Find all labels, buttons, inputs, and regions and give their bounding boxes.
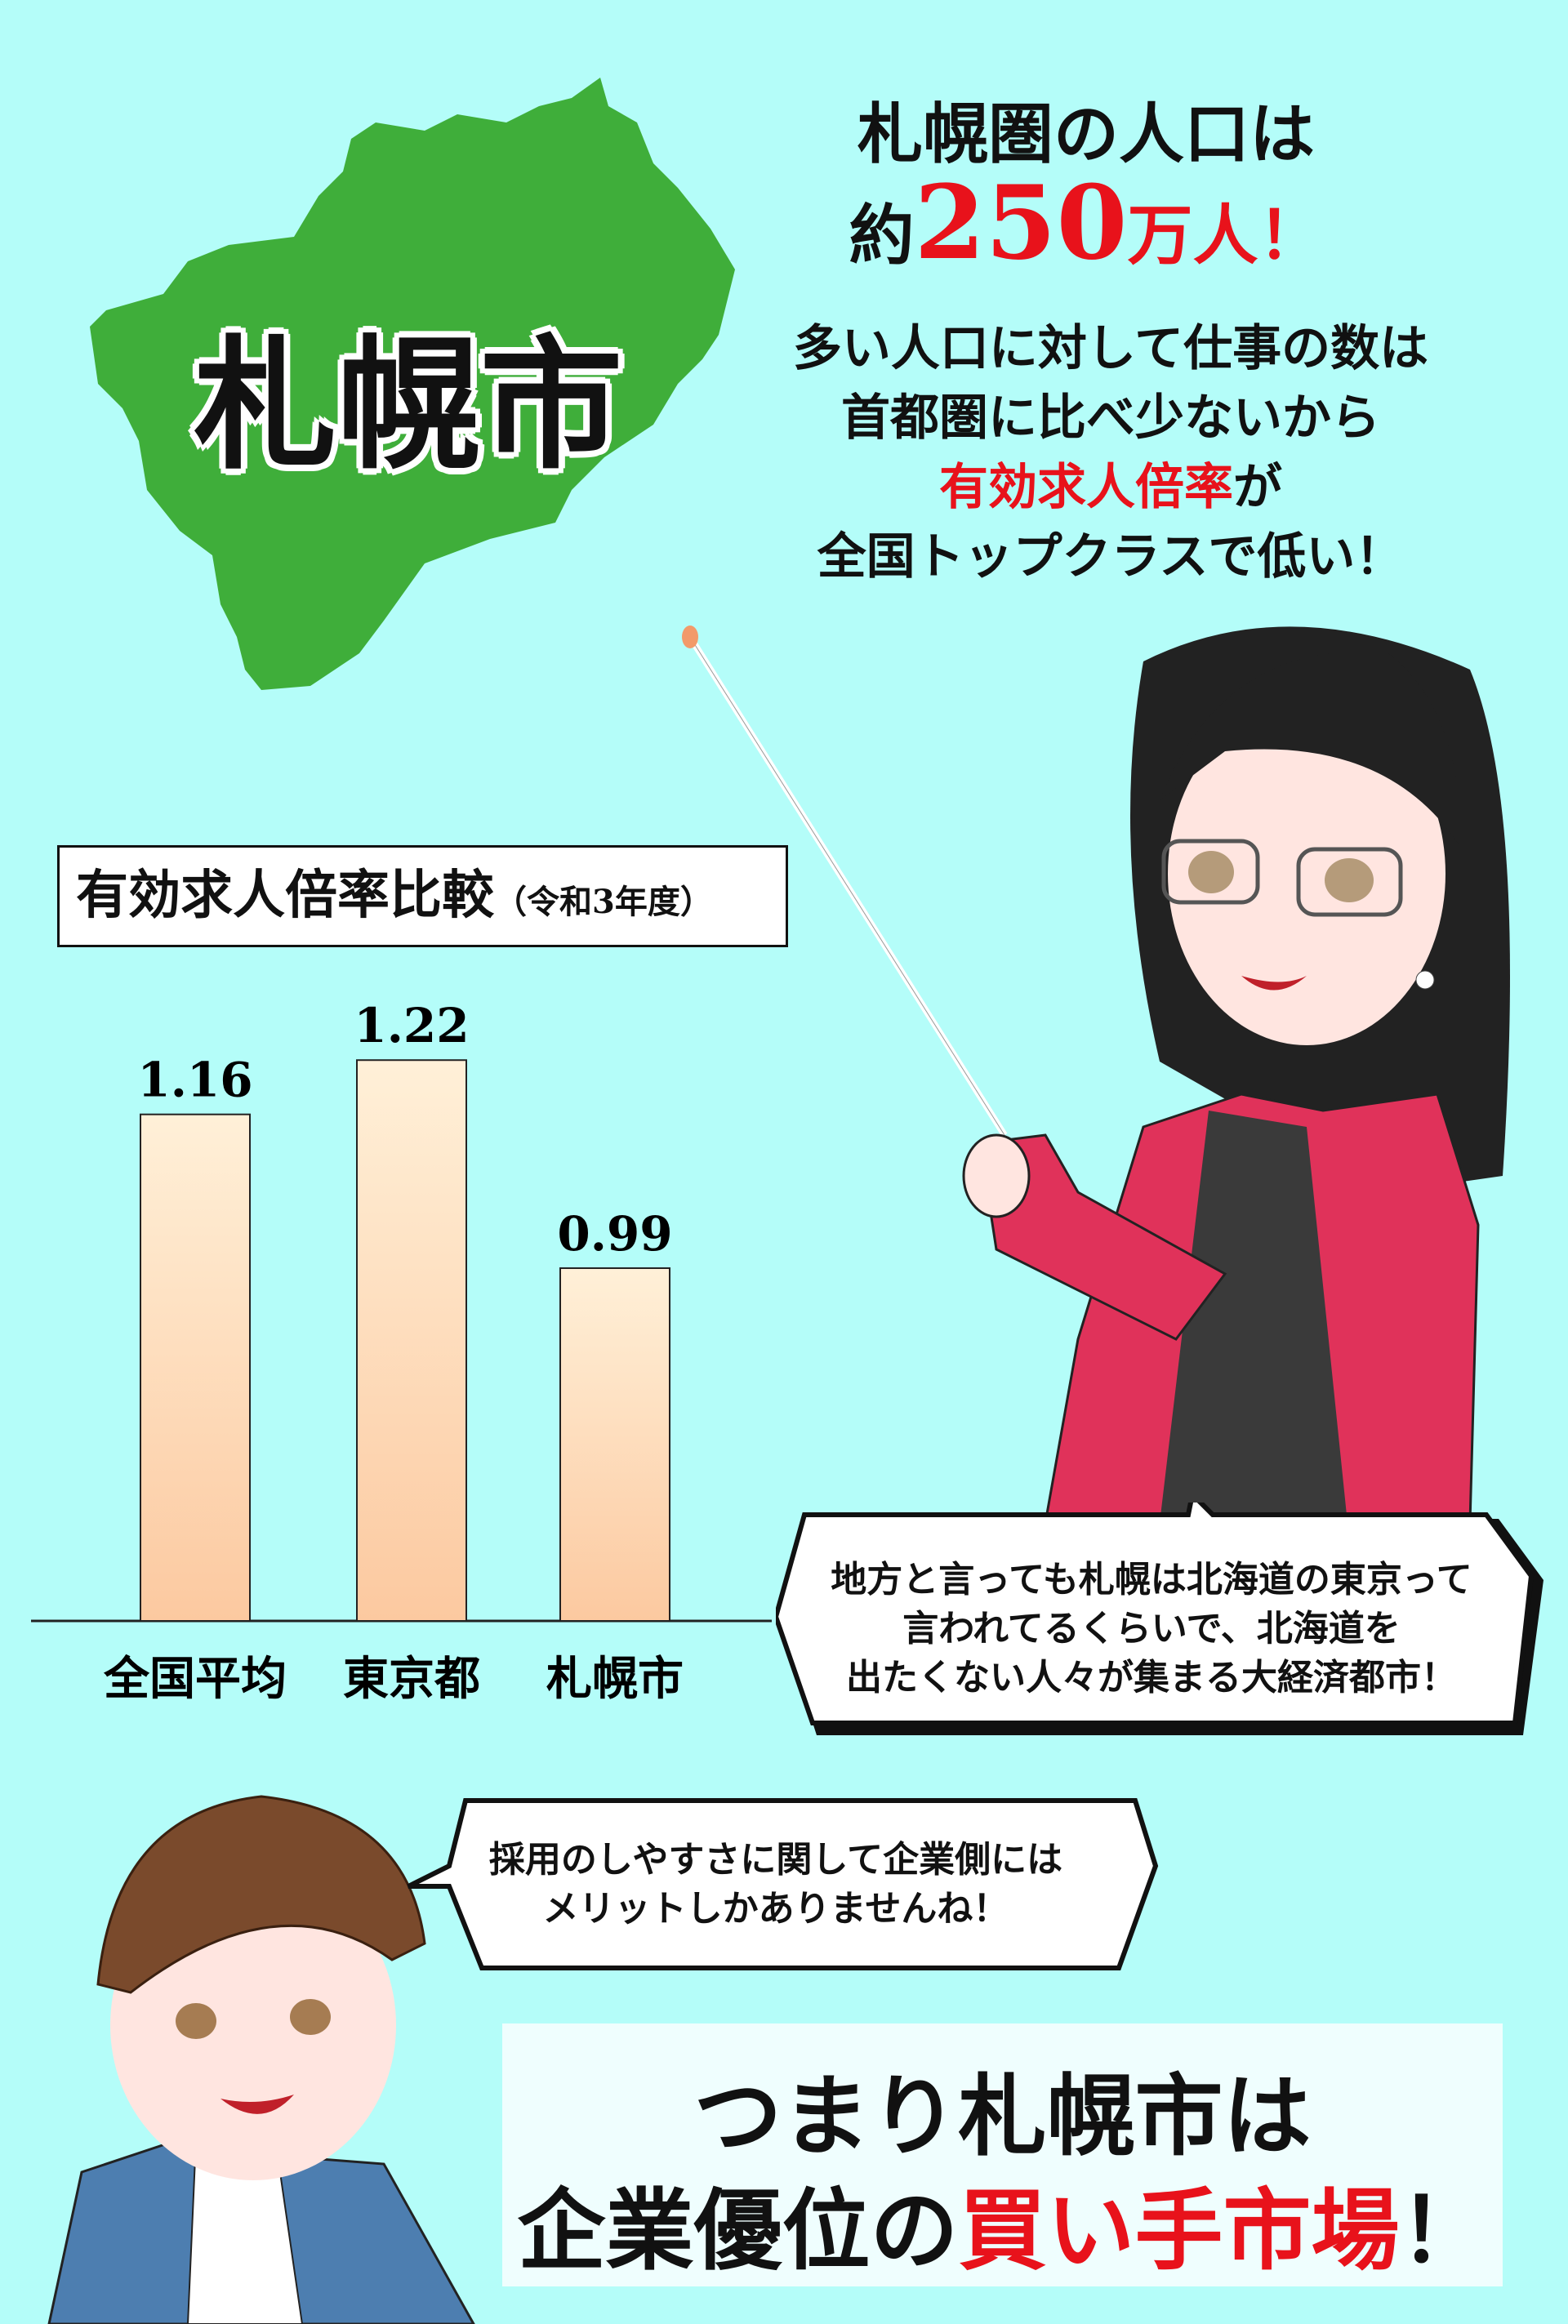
bar-札幌市: [559, 1267, 670, 1622]
category-label: 札幌市: [546, 1653, 684, 1706]
man-speech-line: 採用のしやすさに関して企業側には: [488, 1839, 1063, 1881]
bar-chart: 1.16 全国平均 1.22 東京都 0.99 札幌市: [31, 998, 772, 1706]
woman-speech-text: 地方と言っても札幌は北海道の東京って 言われてるくらいで、北海道を 出たくない人…: [784, 1556, 1519, 1703]
paragraph-line1: 多い人口に対して仕事の数は: [792, 320, 1429, 377]
headline-prefix: 約: [849, 197, 915, 274]
woman-speech-line: 地方と言っても札幌は北海道の東京って: [831, 1559, 1472, 1601]
man-speech-line: メリットしかありませんね！: [542, 1888, 1009, 1930]
job-ratio-term: 有効求人倍率: [939, 459, 1233, 516]
conclusion-box: [502, 2023, 1503, 2286]
value-label: 1.22: [354, 998, 469, 1053]
man-speech-bubble: [407, 1798, 1159, 1970]
sapporo-map: [90, 78, 735, 690]
category-label: 全国平均: [103, 1653, 287, 1706]
value-label: 1.16: [137, 1053, 252, 1108]
woman-speech-line: 言われてるくらいで、北海道を: [902, 1608, 1401, 1650]
man-illustration: [47, 1795, 475, 2324]
headline-line1: 札幌圏の人口は: [858, 96, 1315, 172]
chart-subtitle: （令和3年度）: [494, 883, 713, 921]
chart-title-box: 有効求人倍率比較（令和3年度）: [57, 845, 788, 947]
conclusion-end: ！: [1399, 2180, 1488, 2282]
conclusion-red: 買い手市場: [958, 2180, 1400, 2282]
map-label: 札幌市: [194, 323, 623, 489]
paragraph-line3-rest: が: [1233, 459, 1282, 516]
conclusion-black: 企業優位の: [517, 2180, 959, 2282]
bar-東京都: [356, 1059, 467, 1622]
woman-teacher-illustration: [682, 626, 1510, 1525]
population-number: 250: [914, 163, 1128, 283]
woman-speech-line: 出たくない人々が集まる大経済都市！: [846, 1657, 1457, 1698]
category-label: 東京都: [343, 1653, 480, 1706]
conclusion-line2: 企業優位の買い手市場！: [502, 2160, 1503, 2287]
chart-title: 有効求人倍率比較: [76, 865, 494, 926]
man-speech-text: 採用のしやすさに関して企業側には メリットしかありませんね！: [441, 1836, 1111, 1934]
headline-suffix: 万人！: [1127, 197, 1324, 274]
paragraph-line2: 首都圏に比べ少ないから: [841, 390, 1380, 447]
bar-全国平均: [140, 1113, 251, 1622]
paragraph-line3: 有効求人倍率が: [719, 453, 1503, 523]
conclusion-line1: つまり札幌市は: [693, 2066, 1312, 2168]
headline-line2: 約250万人！: [784, 163, 1388, 283]
woman-speech-bubble: [776, 1503, 1544, 1735]
paragraph-line4: 全国トップクラスで低い！: [817, 528, 1405, 585]
value-label: 0.99: [557, 1206, 672, 1262]
